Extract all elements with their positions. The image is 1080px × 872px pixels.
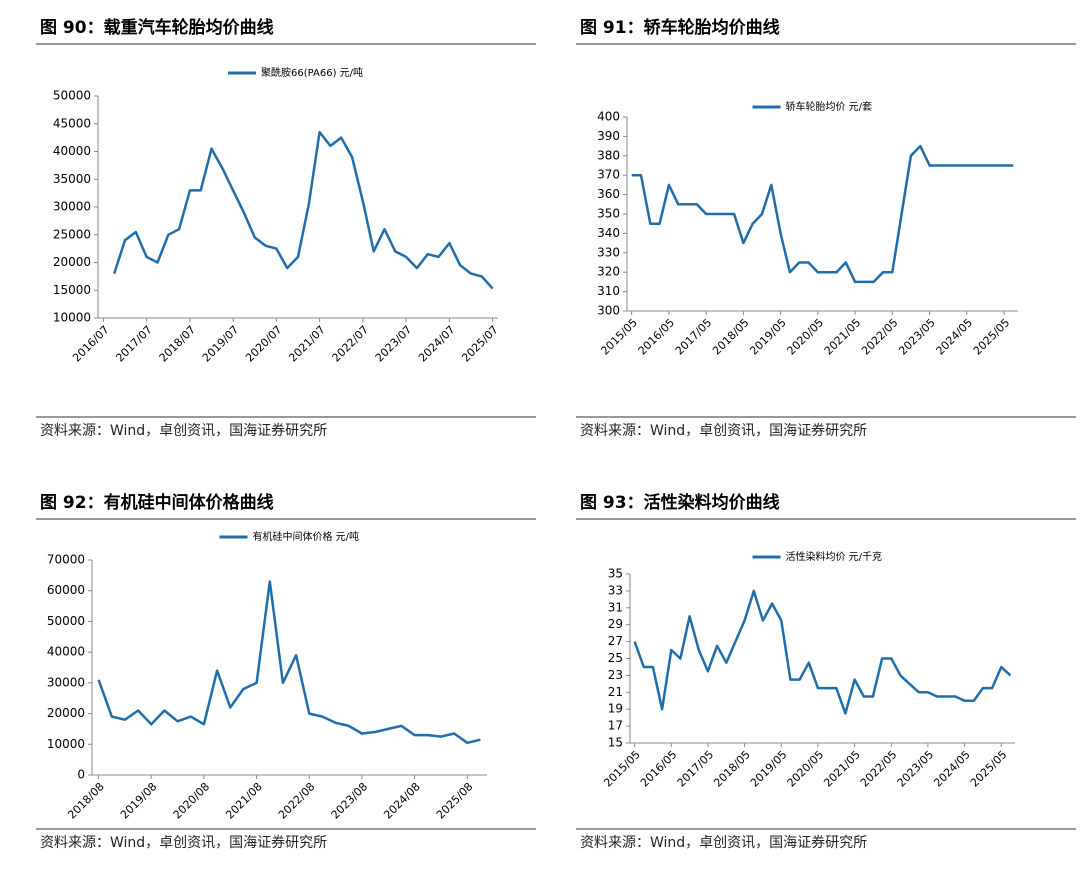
y-tick-label: 25000 bbox=[53, 227, 91, 241]
y-tick-label: 25 bbox=[608, 651, 623, 665]
source: 资料来源：Wind，卓创资讯，国海证券研究所 bbox=[580, 423, 867, 439]
y-tick-label: 40000 bbox=[53, 144, 91, 158]
y-tick-label: 15000 bbox=[53, 283, 91, 297]
y-tick-label: 70000 bbox=[47, 553, 85, 567]
y-tick-label: 50000 bbox=[47, 614, 85, 628]
y-tick-label: 35000 bbox=[53, 172, 91, 186]
y-tick-label: 10000 bbox=[53, 311, 91, 325]
x-tick-label: 2020/05 bbox=[785, 316, 827, 358]
series-line bbox=[631, 144, 1014, 284]
x-tick-label: 2020/07 bbox=[243, 323, 285, 365]
x-tick-label: 2023/07 bbox=[373, 323, 415, 365]
legend-label: 轿车轮胎均价 元/套 bbox=[786, 100, 873, 113]
figure-title: 图 91：轿车轮胎均价曲线 bbox=[580, 17, 780, 38]
x-tick-label: 2016/07 bbox=[70, 323, 112, 365]
y-tick-label: 380 bbox=[597, 148, 620, 162]
figure-title: 图 93：活性染料均价曲线 bbox=[580, 492, 780, 513]
y-tick-label: 350 bbox=[597, 207, 620, 221]
x-tick-label: 2023/05 bbox=[895, 748, 937, 790]
source: 资料来源：Wind，卓创资讯，国海证券研究所 bbox=[40, 835, 327, 851]
x-tick-label: 2017/05 bbox=[675, 748, 717, 790]
x-tick-label: 2024/05 bbox=[934, 316, 976, 358]
y-tick-label: 23 bbox=[608, 668, 623, 682]
y-tick-label: 29 bbox=[608, 617, 623, 631]
x-tick-label: 2024/08 bbox=[381, 780, 423, 822]
x-tick-label: 2023/08 bbox=[329, 780, 371, 822]
series-line bbox=[97, 580, 481, 745]
y-tick-label: 60000 bbox=[47, 583, 85, 597]
x-tick-label: 2020/08 bbox=[171, 780, 213, 822]
y-tick-label: 35 bbox=[608, 567, 623, 581]
x-tick-label: 2018/05 bbox=[710, 316, 752, 358]
x-tick-label: 2018/07 bbox=[157, 323, 199, 365]
y-tick-label: 21 bbox=[608, 685, 623, 699]
x-tick-label: 2016/05 bbox=[636, 316, 678, 358]
x-tick-label: 2021/05 bbox=[821, 748, 863, 790]
figure-title: 图 92：有机硅中间体价格曲线 bbox=[40, 492, 274, 513]
y-tick-label: 370 bbox=[597, 168, 620, 182]
y-tick-label: 330 bbox=[597, 245, 620, 259]
x-tick-label: 2017/07 bbox=[113, 323, 155, 365]
x-tick-label: 2025/08 bbox=[434, 780, 476, 822]
y-tick-label: 15 bbox=[608, 736, 623, 750]
legend-label: 有机硅中间体价格 元/吨 bbox=[253, 530, 360, 543]
y-tick-label: 10000 bbox=[47, 737, 85, 751]
x-tick-label: 2017/05 bbox=[673, 316, 715, 358]
y-tick-label: 33 bbox=[608, 583, 623, 597]
y-tick-label: 31 bbox=[608, 600, 623, 614]
source: 资料来源：Wind，卓创资讯，国海证券研究所 bbox=[580, 835, 867, 851]
y-tick-label: 50000 bbox=[53, 89, 91, 103]
series-line bbox=[113, 130, 494, 290]
x-tick-label: 2019/08 bbox=[118, 780, 160, 822]
y-tick-label: 360 bbox=[597, 187, 620, 201]
figure-title: 图 90：载重汽车轮胎均价曲线 bbox=[40, 17, 274, 38]
series-line bbox=[633, 589, 1012, 715]
y-tick-label: 27 bbox=[608, 634, 623, 648]
x-tick-label: 2022/08 bbox=[276, 780, 318, 822]
x-tick-label: 2022/05 bbox=[859, 316, 901, 358]
legend-label: 活性染料均价 元/千克 bbox=[786, 550, 883, 563]
x-tick-label: 2021/08 bbox=[223, 780, 265, 822]
y-tick-label: 40000 bbox=[47, 645, 85, 659]
x-tick-label: 2018/05 bbox=[711, 748, 753, 790]
y-tick-label: 0 bbox=[77, 768, 85, 782]
x-tick-label: 2015/05 bbox=[598, 316, 640, 358]
x-tick-label: 2019/05 bbox=[748, 748, 790, 790]
x-tick-label: 2025/05 bbox=[971, 316, 1013, 358]
x-tick-label: 2025/07 bbox=[459, 323, 501, 365]
x-tick-label: 2023/05 bbox=[896, 316, 938, 358]
x-tick-label: 2021/07 bbox=[286, 323, 328, 365]
y-tick-label: 30000 bbox=[53, 200, 91, 214]
x-tick-label: 2018/08 bbox=[65, 780, 107, 822]
x-tick-label: 2015/05 bbox=[601, 748, 643, 790]
x-tick-label: 2024/05 bbox=[931, 748, 973, 790]
y-tick-label: 400 bbox=[597, 110, 620, 124]
y-tick-label: 320 bbox=[597, 265, 620, 279]
y-tick-label: 300 bbox=[597, 304, 620, 318]
y-tick-label: 30000 bbox=[47, 675, 85, 689]
y-tick-label: 390 bbox=[597, 129, 620, 143]
y-tick-label: 20000 bbox=[47, 706, 85, 720]
y-tick-label: 19 bbox=[608, 702, 623, 716]
x-tick-label: 2020/05 bbox=[785, 748, 827, 790]
x-tick-label: 2019/07 bbox=[200, 323, 242, 365]
x-tick-label: 2024/07 bbox=[416, 323, 458, 365]
x-tick-label: 2021/05 bbox=[822, 316, 864, 358]
x-tick-label: 2019/05 bbox=[747, 316, 789, 358]
x-tick-label: 2016/05 bbox=[638, 748, 680, 790]
x-tick-label: 2022/07 bbox=[330, 323, 372, 365]
x-tick-label: 2025/05 bbox=[968, 748, 1010, 790]
y-tick-label: 20000 bbox=[53, 255, 91, 269]
y-tick-label: 310 bbox=[597, 284, 620, 298]
y-tick-label: 45000 bbox=[53, 116, 91, 130]
legend-label: 聚酰胺66(PA66) 元/吨 bbox=[261, 66, 363, 79]
y-tick-label: 17 bbox=[608, 719, 623, 733]
x-tick-label: 2022/05 bbox=[858, 748, 900, 790]
source: 资料来源：Wind，卓创资讯，国海证券研究所 bbox=[40, 423, 327, 439]
y-tick-label: 340 bbox=[597, 226, 620, 240]
